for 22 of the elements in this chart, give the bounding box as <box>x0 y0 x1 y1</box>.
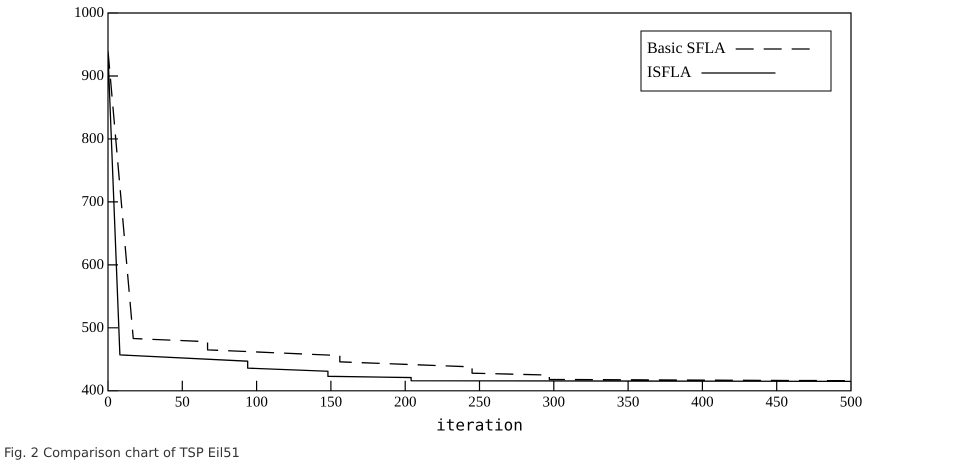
x-tick-label: 50 <box>174 394 190 411</box>
x-tick-label: 350 <box>616 394 640 411</box>
y-tick-label: 900 <box>82 68 104 84</box>
y-tick-label: 500 <box>82 320 104 336</box>
x-tick-label: 150 <box>320 394 342 411</box>
x-tick-label: 250 <box>468 394 491 411</box>
x-tick-label: 100 <box>245 394 268 411</box>
x-tick-label: 200 <box>394 394 416 411</box>
x-tick-label: 450 <box>765 394 788 411</box>
legend-label: ISFLA <box>647 64 692 82</box>
x-tick-label: 400 <box>691 394 714 411</box>
x-tick-label: 300 <box>542 394 566 411</box>
x-tick-label: 500 <box>840 394 862 411</box>
y-tick-label: 700 <box>82 194 104 210</box>
x-axis-title: iteration <box>436 416 523 435</box>
y-tick-label: 1000 <box>74 4 104 21</box>
y-tick-label: 800 <box>82 130 104 147</box>
x-tick-label: 0 <box>104 394 112 411</box>
legend-label: Basic SFLA <box>647 40 726 58</box>
y-tick-label: 400 <box>82 382 104 399</box>
y-tick-label: 600 <box>82 256 104 273</box>
caption: Fig. 2 Comparison chart of TSP Eil51 <box>4 446 240 461</box>
